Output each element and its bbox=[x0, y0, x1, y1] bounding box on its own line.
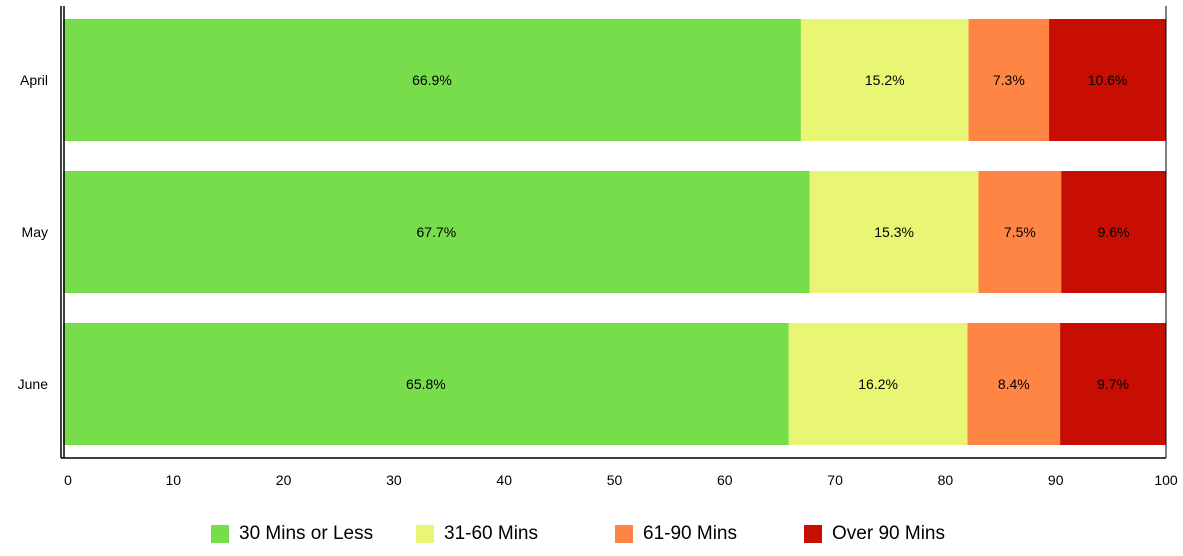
legend-label-1: 30 Mins or Less bbox=[239, 523, 374, 544]
bar-segment-april-4 bbox=[1049, 19, 1166, 141]
legend-item-3: 61-90 Mins bbox=[615, 520, 737, 548]
bar-segment-april-1 bbox=[63, 19, 801, 141]
x-tick-label-60: 60 bbox=[717, 472, 733, 488]
category-label-april: April bbox=[20, 72, 48, 88]
x-tick-label-30: 30 bbox=[386, 472, 402, 488]
axes-layer: April May June 0 10 20 30 40 50 60 70 80 90 100 bbox=[18, 6, 1178, 488]
legend-label-3: 61-90 Mins bbox=[643, 523, 737, 544]
legend-item-4: Over 90 Mins bbox=[804, 520, 945, 548]
data-label-may-3: 7.5% bbox=[1004, 224, 1036, 240]
x-tick-label-80: 80 bbox=[938, 472, 954, 488]
bar-segment-june-2 bbox=[788, 323, 968, 445]
bar-segment-april-2 bbox=[800, 19, 969, 141]
data-label-june-2: 16.2% bbox=[858, 376, 898, 392]
legend-swatch-3 bbox=[615, 525, 633, 543]
data-label-april-2: 15.2% bbox=[865, 72, 905, 88]
bar-segment-may-1 bbox=[63, 171, 810, 293]
bar-segment-april-3 bbox=[968, 19, 1050, 141]
legend-label-4: Over 90 Mins bbox=[832, 523, 945, 544]
bar-segment-may-2 bbox=[809, 171, 979, 293]
legend-item-2: 31-60 Mins bbox=[416, 520, 538, 548]
legend-swatch-2 bbox=[416, 525, 434, 543]
x-tick-label-90: 90 bbox=[1048, 472, 1064, 488]
data-label-june-3: 8.4% bbox=[998, 376, 1030, 392]
bar-segment-may-4 bbox=[1061, 171, 1166, 293]
category-label-may: May bbox=[22, 224, 48, 240]
data-label-april-4: 10.6% bbox=[1088, 72, 1128, 88]
x-tick-label-70: 70 bbox=[827, 472, 843, 488]
data-label-april-3: 7.3% bbox=[993, 72, 1025, 88]
legend-swatch-1 bbox=[211, 525, 229, 543]
data-label-june-4: 9.7% bbox=[1097, 376, 1129, 392]
bar-segment-may-3 bbox=[978, 171, 1062, 293]
data-label-april-1: 66.9% bbox=[412, 72, 452, 88]
legend-item-1: 30 Mins or Less bbox=[211, 520, 373, 548]
x-tick-label-50: 50 bbox=[607, 472, 623, 488]
bar-segment-june-4 bbox=[1060, 323, 1166, 445]
legend-label-2: 31-60 Mins bbox=[444, 523, 538, 544]
bar-segment-june-1 bbox=[63, 323, 789, 445]
data-label-may-1: 67.7% bbox=[417, 224, 457, 240]
category-label-june: June bbox=[18, 376, 49, 392]
data-label-may-4: 9.6% bbox=[1098, 224, 1130, 240]
data-label-may-2: 15.3% bbox=[874, 224, 914, 240]
bar-segment-june-3 bbox=[967, 323, 1061, 445]
x-tick-label-10: 10 bbox=[166, 472, 182, 488]
legend: 30 Mins or Less 31-60 Mins 61-90 Mins Over … bbox=[0, 520, 1183, 548]
x-tick-label-20: 20 bbox=[276, 472, 292, 488]
legend-swatch-4 bbox=[804, 525, 822, 543]
x-tick-label-40: 40 bbox=[496, 472, 512, 488]
data-label-june-1: 65.8% bbox=[406, 376, 446, 392]
x-tick-label-0: 0 bbox=[64, 472, 72, 488]
x-tick-label-100: 100 bbox=[1154, 472, 1178, 488]
bars-layer: 66.9% 15.2% 7.3% 10.6% 67.7% 15.3% 7.5% 9.6% 65.… bbox=[63, 19, 1166, 445]
